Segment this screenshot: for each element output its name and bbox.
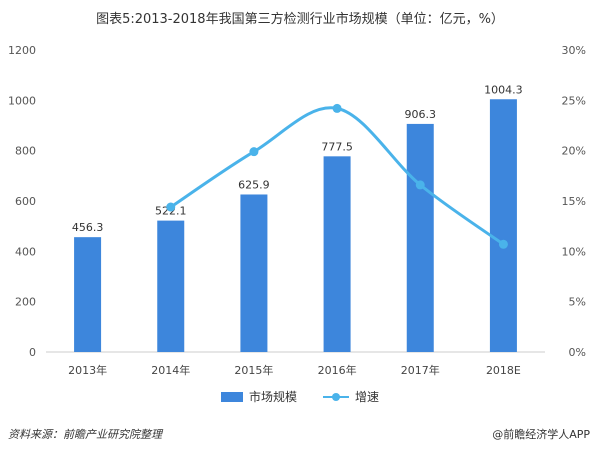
bar[interactable] [406, 123, 434, 353]
x-tick-label: 2018E [486, 364, 521, 377]
legend-item-market-size[interactable]: 市场规模 [220, 388, 297, 405]
source-note: 资料来源：前瞻产业研究院整理 [8, 428, 162, 441]
legend-bar-swatch [220, 391, 243, 402]
bar-data-label: 625.9 [238, 178, 270, 191]
growth-point[interactable] [166, 202, 176, 212]
x-tick-label: 2016年 [318, 363, 357, 377]
y-right-tick-label: 10% [562, 245, 586, 258]
bar[interactable] [489, 99, 517, 353]
growth-point[interactable] [415, 180, 425, 190]
line-series [166, 103, 508, 249]
y-left-tick-label: 800 [15, 145, 36, 158]
bar-data-label: 1004.3 [484, 83, 523, 96]
y-left-tick-label: 1000 [8, 94, 36, 107]
legend-label-growth: 增速 [355, 390, 380, 404]
y-left-tick-label: 600 [15, 195, 36, 208]
y-left-tick-label: 1200 [8, 44, 36, 57]
growth-point[interactable] [498, 239, 508, 249]
growth-point[interactable] [332, 103, 342, 113]
bar-series [74, 99, 517, 353]
y-left-tick-label: 0 [29, 346, 36, 359]
chart-title: 图表5:2013-2018年我国第三方检测行业市场规模（单位：亿元，%） [96, 12, 504, 27]
bar-data-label: 777.5 [321, 140, 353, 153]
legend-line-swatch [323, 392, 349, 402]
bar[interactable] [323, 156, 351, 352]
y-right-tick-label: 0% [569, 346, 586, 359]
bar-data-label: 456.3 [72, 221, 104, 234]
bar[interactable] [74, 237, 102, 352]
legend-item-growth[interactable]: 增速 [323, 388, 379, 405]
x-tick-label: 2013年 [68, 363, 107, 377]
x-axis: 2013年 2014年 2015年 2016年 2017年 2018E [68, 363, 521, 377]
x-tick-label: 2014年 [151, 363, 190, 377]
x-tick-label: 2015年 [234, 363, 273, 377]
y-right-tick-label: 30% [562, 44, 586, 57]
y-axis-left: 0 200 400 600 800 1000 1200 [8, 44, 36, 359]
legend-label-market-size: 市场规模 [248, 390, 297, 404]
x-tick-label: 2017年 [401, 363, 440, 377]
legend: 市场规模 增速 [0, 388, 600, 405]
y-right-tick-label: 5% [569, 296, 586, 309]
y-left-tick-label: 400 [15, 245, 36, 258]
y-axis-right: 0% 5% 10% 15% 20% 25% 30% [562, 44, 586, 359]
y-right-tick-label: 25% [562, 94, 586, 107]
credit-note: @前瞻经济学人APP [492, 428, 590, 441]
y-right-tick-label: 20% [562, 145, 586, 158]
bar[interactable] [240, 194, 268, 352]
bar[interactable] [157, 220, 185, 352]
y-left-tick-label: 200 [15, 296, 36, 309]
bar-data-label: 906.3 [405, 108, 437, 121]
y-right-tick-label: 15% [562, 195, 586, 208]
growth-point[interactable] [249, 147, 259, 157]
